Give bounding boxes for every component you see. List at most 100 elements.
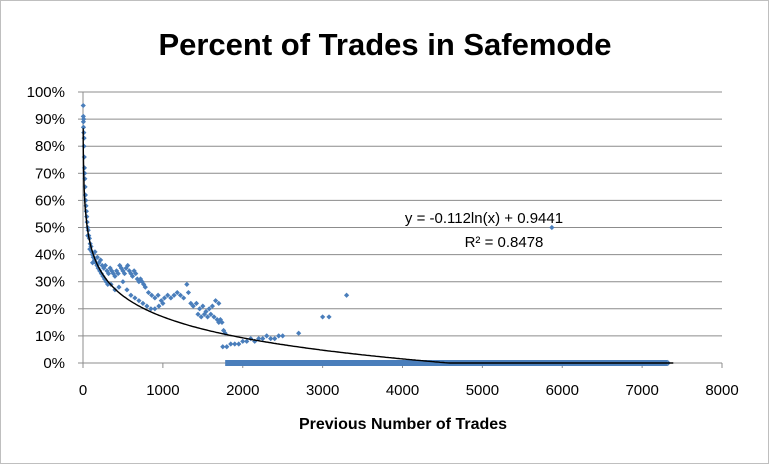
data-point [174, 289, 180, 296]
data-point [113, 268, 120, 274]
data-point [165, 292, 171, 298]
data-point [145, 289, 152, 296]
data-point [94, 254, 100, 260]
y-tick-label: 80% [35, 138, 65, 155]
data-point [136, 279, 142, 285]
x-tick-label: 3000 [306, 382, 339, 399]
data-point [248, 336, 254, 342]
data-point [272, 336, 278, 342]
data-point [236, 341, 242, 347]
data-point [120, 279, 126, 285]
data-point [158, 298, 164, 304]
data-point [140, 300, 146, 306]
x-tick-label: 0 [79, 382, 87, 399]
data-point [131, 268, 137, 274]
data-point [120, 268, 126, 274]
x-tick-label: 2000 [226, 382, 259, 399]
data-point [209, 303, 215, 309]
data-point [185, 289, 192, 296]
data-point [92, 249, 98, 255]
data-point [102, 262, 108, 269]
data-point [90, 254, 96, 260]
data-point [193, 300, 200, 306]
data-point [109, 268, 115, 274]
data-point [156, 303, 162, 309]
data-point [105, 281, 111, 288]
data-point [81, 116, 87, 122]
data-point [97, 268, 103, 274]
data-point [95, 265, 101, 271]
data-point [104, 268, 110, 274]
data-point [201, 311, 208, 317]
data-point [171, 292, 177, 298]
data-point [211, 314, 217, 320]
data-point [228, 341, 234, 347]
data-point [89, 260, 96, 266]
data-point [81, 135, 87, 141]
data-point [134, 276, 140, 282]
data-point [184, 281, 190, 288]
data-point [101, 265, 107, 271]
y-tick-label: 50% [35, 220, 65, 237]
data-point [118, 265, 124, 271]
data-point [125, 262, 131, 269]
data-point [276, 333, 282, 339]
y-tick-label: 90% [35, 111, 65, 128]
data-point [326, 314, 332, 320]
data-point [177, 292, 184, 298]
x-tick-label: 6000 [546, 382, 579, 399]
data-point [121, 270, 128, 277]
data-point [260, 336, 266, 342]
x-tick-label: 4000 [386, 382, 419, 399]
data-point [107, 265, 113, 271]
data-point [296, 330, 302, 336]
data-point [115, 270, 121, 277]
data-point [128, 292, 134, 298]
x-tick-label: 1000 [146, 382, 179, 399]
y-tick-label: 30% [35, 274, 65, 291]
data-point [124, 287, 130, 293]
data-point [116, 284, 122, 290]
data-point [137, 276, 144, 282]
data-point [142, 284, 148, 290]
y-tick-label: 0% [43, 355, 65, 372]
y-tick-label: 40% [35, 247, 65, 264]
data-point [161, 295, 168, 301]
data-point [152, 295, 158, 301]
data-point [343, 292, 350, 298]
data-point [224, 344, 230, 350]
x-tick-label: 8000 [705, 382, 738, 399]
gridlines [83, 91, 722, 337]
x-axis-ticks: 0 1000 2000 3000 4000 5000 6000 7000 8000 [79, 363, 739, 399]
trendline [82, 128, 674, 364]
trendline-r-squared: R² = 0.8478 [465, 234, 544, 251]
chart-title: Percent of Trades in Safemode [158, 27, 611, 62]
data-point [152, 306, 158, 312]
data-point [105, 270, 112, 277]
data-point [91, 257, 98, 263]
data-point [100, 273, 106, 279]
data-point [195, 311, 201, 317]
data-points [80, 102, 671, 367]
data-point [149, 292, 155, 298]
data-point [80, 102, 86, 109]
data-point [244, 338, 250, 344]
data-point [216, 319, 222, 325]
x-axis-title: Previous Number of Trades [299, 416, 507, 433]
data-point [264, 333, 270, 339]
data-point [205, 314, 211, 320]
y-tick-label: 20% [35, 301, 65, 318]
data-point [280, 333, 286, 339]
x-tick-label: 5000 [466, 382, 499, 399]
data-point [83, 203, 89, 209]
data-point [155, 292, 161, 298]
data-point [206, 306, 212, 312]
data-point [97, 257, 104, 263]
data-point [112, 273, 118, 279]
data-point [141, 281, 147, 288]
data-point [168, 295, 174, 301]
data-point [549, 224, 555, 231]
data-point [80, 124, 87, 130]
